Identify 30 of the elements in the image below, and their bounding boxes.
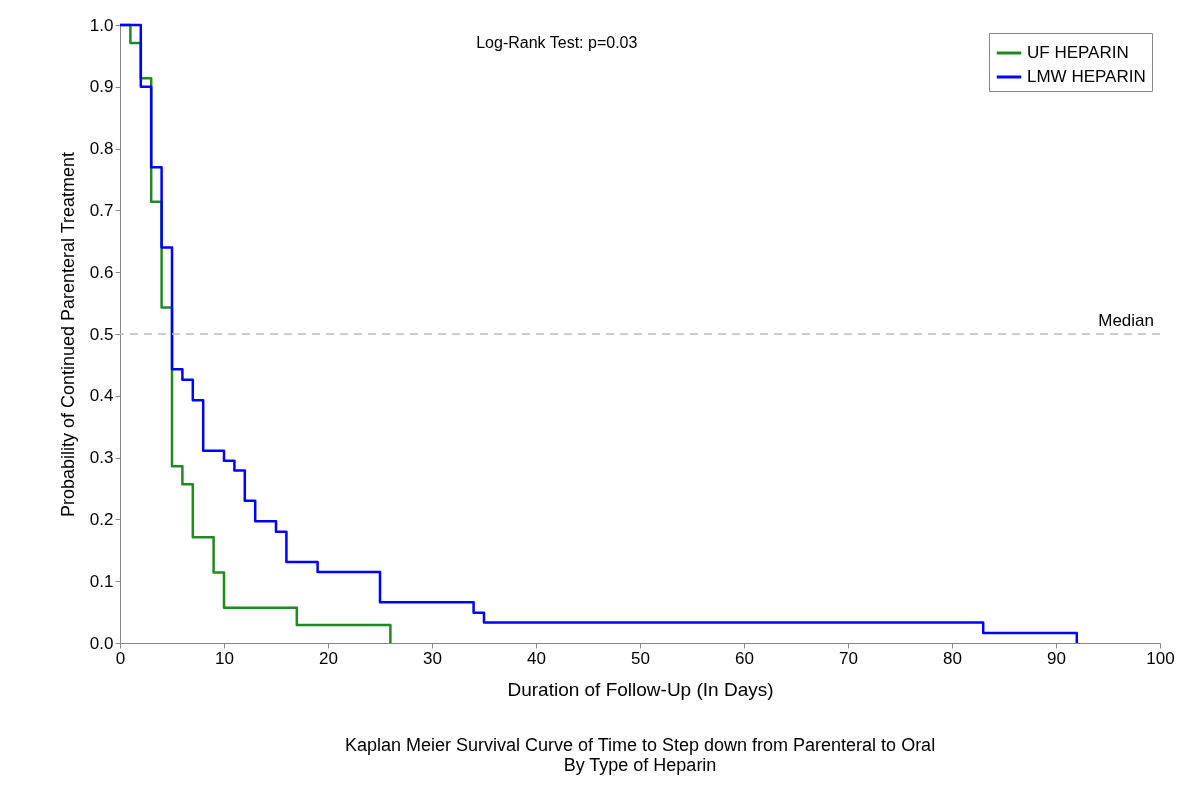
x-tick-label: 70 — [839, 648, 858, 668]
y-tick-label: 0.0 — [89, 633, 114, 653]
y-tick-label: 0.8 — [89, 139, 114, 159]
x-tick-label: 50 — [631, 648, 650, 668]
text: By Type of Heparin — [563, 755, 717, 775]
x-axis-title: Duration of Follow-Up (In Days) — [507, 678, 774, 700]
legend-label: UF HEPARIN — [1027, 43, 1129, 62]
y-axis-title: Probability of Continued Parenteral Treatment — [57, 151, 78, 518]
x-tick-label: 90 — [1047, 648, 1066, 668]
x-tick-label: 60 — [735, 648, 754, 668]
annotation: Log-Rank Test: p=0.03 — [476, 34, 638, 51]
x-tick-label: 80 — [943, 648, 962, 668]
y-tick-label: 0.6 — [89, 262, 114, 282]
y-tick-label: 1.0 — [89, 15, 114, 35]
legend-label: LMW HEPARIN — [1027, 67, 1146, 86]
x-tick-label: 20 — [319, 648, 338, 668]
y-tick-label: 0.1 — [89, 571, 114, 591]
x-tick-label: 100 — [1146, 648, 1175, 668]
x-tick-label: 40 — [527, 648, 546, 668]
x-tick-label: 30 — [423, 648, 442, 668]
y-tick-label: 0.7 — [89, 200, 114, 220]
y-tick-label: 0.9 — [89, 77, 114, 97]
y-tick-label: 0.5 — [89, 324, 114, 344]
text: Kaplan Meier Survival Curve of Time to Step down from Parenteral to Oral — [344, 735, 936, 755]
y-tick-label: 0.4 — [89, 386, 114, 406]
ref-line-label: Median — [1098, 311, 1154, 330]
x-tick-label: 0 — [115, 648, 126, 668]
x-tick-label: 10 — [215, 648, 234, 668]
y-tick-label: 0.3 — [89, 448, 114, 468]
y-tick-label: 0.2 — [89, 509, 114, 529]
